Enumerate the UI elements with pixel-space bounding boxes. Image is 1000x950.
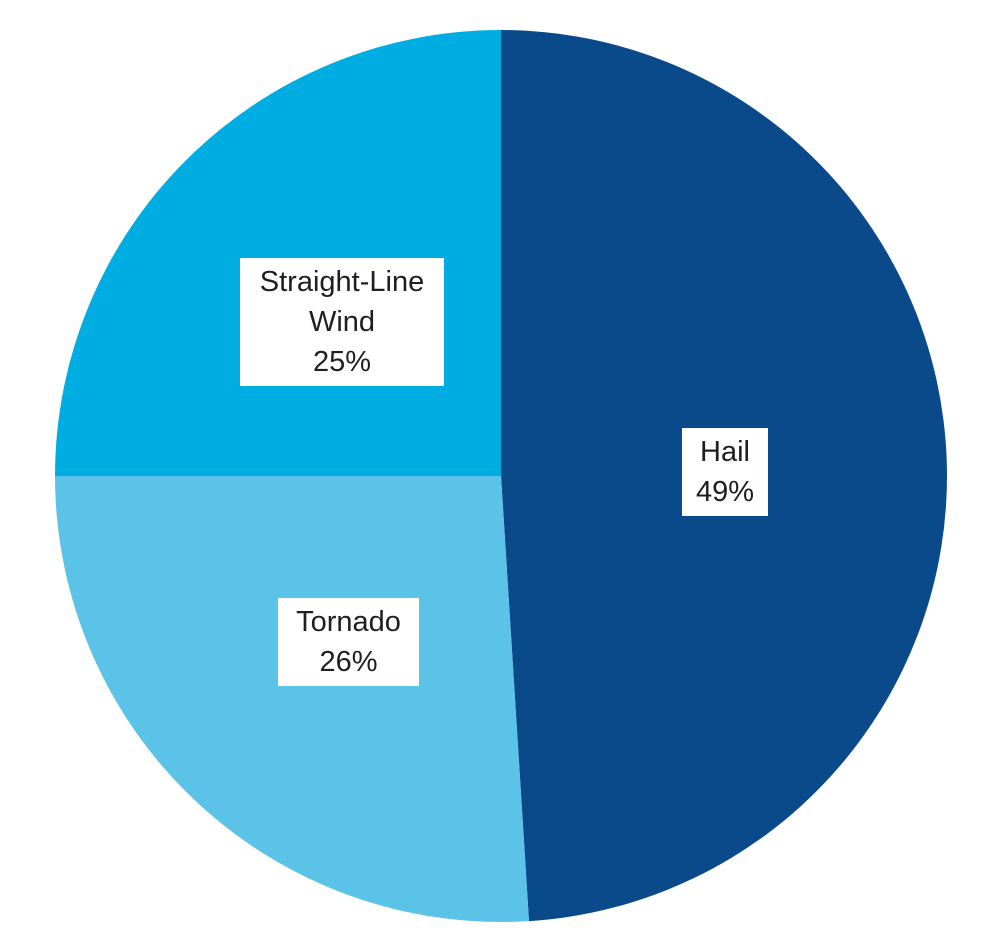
slice-percent: 25%	[312, 346, 372, 378]
slice-name: Straight-Line Wind	[259, 266, 425, 338]
slice-label-tornado: Tornado 26%	[278, 598, 419, 686]
slice-label-straight-line-wind: Straight-Line Wind 25%	[240, 258, 444, 386]
slice-name: Tornado	[296, 606, 401, 638]
slice-percent: 49%	[695, 476, 755, 508]
pie-slice-straight-line-wind	[55, 30, 501, 476]
slice-label-hail: Hail 49%	[682, 428, 768, 516]
pie-slices	[55, 30, 947, 922]
slice-percent: 26%	[319, 646, 378, 678]
pie-slice-tornado	[55, 476, 529, 922]
slice-name: Hail	[700, 436, 750, 468]
